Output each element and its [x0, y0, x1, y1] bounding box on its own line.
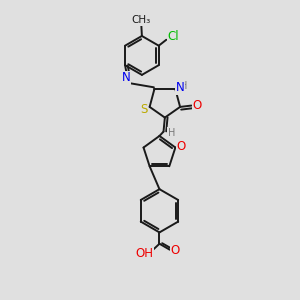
Text: N: N — [122, 71, 131, 84]
Text: O: O — [170, 244, 180, 257]
Text: N: N — [176, 81, 184, 94]
Text: S: S — [140, 103, 147, 116]
Text: H: H — [180, 81, 188, 91]
Text: O: O — [177, 140, 186, 153]
Text: H: H — [168, 128, 175, 138]
Text: OH: OH — [136, 247, 154, 260]
Text: O: O — [193, 99, 202, 112]
Text: CH₃: CH₃ — [132, 15, 151, 25]
Text: Cl: Cl — [168, 30, 179, 43]
